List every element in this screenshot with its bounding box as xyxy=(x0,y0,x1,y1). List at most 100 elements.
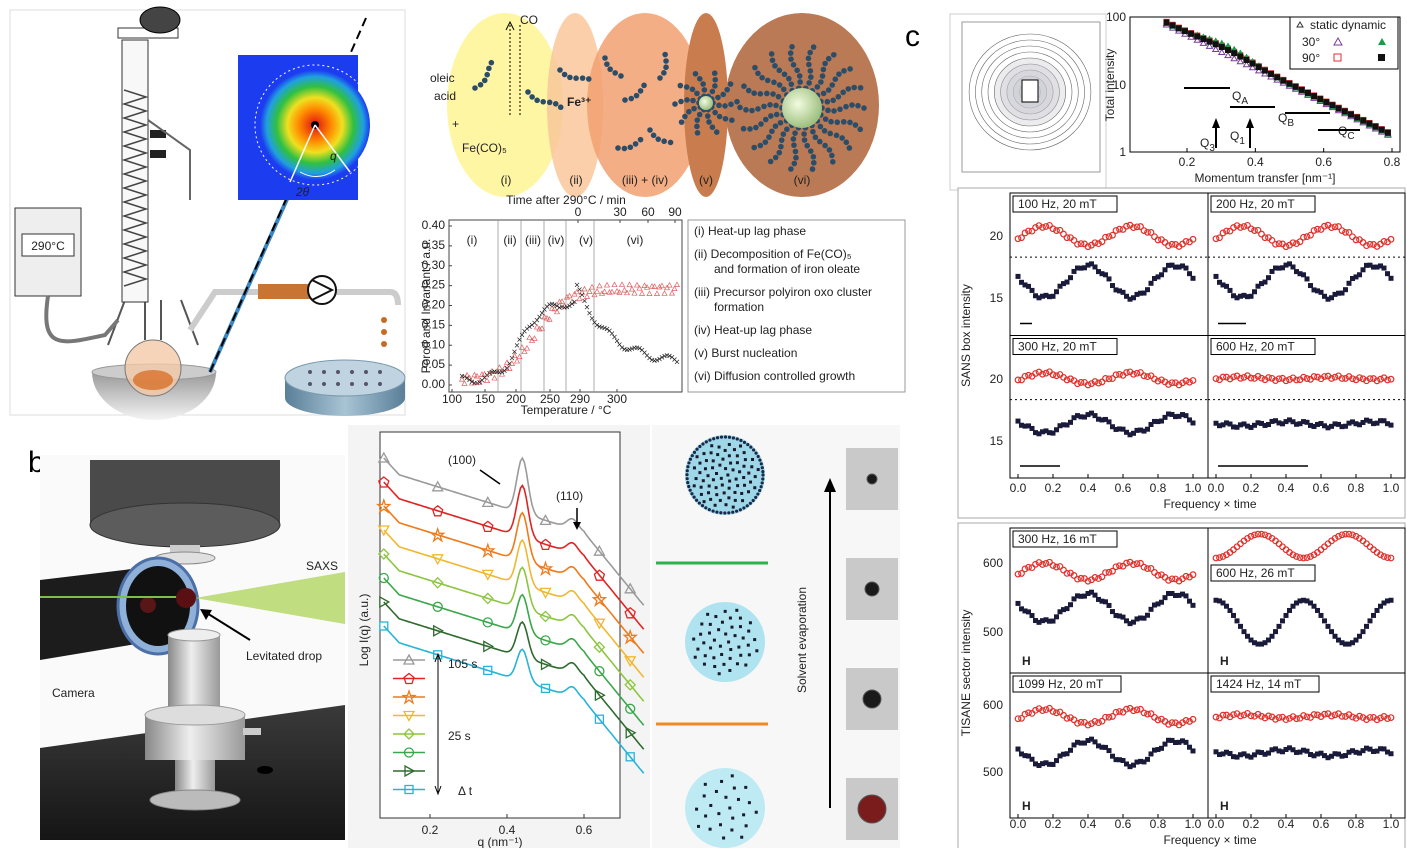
black-point xyxy=(1308,283,1313,289)
red-point xyxy=(1109,231,1116,239)
red-point xyxy=(1293,240,1300,248)
red-point xyxy=(1303,554,1311,562)
y-tick-label: 0.05 xyxy=(422,357,446,371)
black-point xyxy=(1071,596,1077,602)
transducer-rim xyxy=(89,502,281,548)
red-point xyxy=(1300,233,1307,241)
black-point xyxy=(1127,621,1133,627)
black-point xyxy=(1040,761,1045,767)
particle xyxy=(743,458,747,462)
red-point xyxy=(1168,379,1176,387)
invariant-point xyxy=(591,291,598,298)
particle xyxy=(720,620,724,624)
q-label-main: Q xyxy=(1232,89,1241,103)
black-point xyxy=(1124,429,1129,435)
oleate-chain xyxy=(817,123,824,130)
black-point xyxy=(1127,296,1133,302)
black-point xyxy=(1190,420,1196,426)
black-point xyxy=(1138,758,1143,764)
black-point xyxy=(1245,633,1250,639)
red-point xyxy=(1352,714,1360,722)
black-point xyxy=(1381,600,1387,606)
black-point xyxy=(1166,591,1171,597)
oleate-chain xyxy=(477,81,484,88)
black-point xyxy=(1290,264,1296,270)
oleate-chain xyxy=(811,159,817,166)
rim-particle xyxy=(711,509,715,513)
oleate-chain xyxy=(776,67,783,74)
intensity-point xyxy=(1205,42,1214,49)
y-axis-label: Log I(q) (a.u.) xyxy=(357,594,371,667)
red-point xyxy=(1384,554,1391,562)
oleate-chain xyxy=(633,92,640,99)
oleate-chain xyxy=(781,71,788,78)
panel-label: c xyxy=(905,20,920,53)
black-point xyxy=(1357,272,1362,278)
particle xyxy=(715,493,719,497)
oleate-chain xyxy=(552,101,559,107)
red-point xyxy=(1158,376,1165,384)
y-axis-label: SANS box intensity xyxy=(959,284,973,387)
particle xyxy=(727,454,731,458)
black-point xyxy=(1343,287,1348,293)
black-point xyxy=(1374,420,1380,426)
y-tick-label: 100 xyxy=(1106,10,1126,24)
oleate-chain xyxy=(607,66,613,73)
oleate-chain xyxy=(819,73,826,79)
red-point xyxy=(1387,554,1395,562)
black-point xyxy=(1085,262,1091,268)
intensity-point xyxy=(1261,67,1268,74)
particle xyxy=(724,503,728,507)
black-point xyxy=(1106,276,1112,282)
x-tick-label: 0.2 xyxy=(1179,155,1196,169)
time-arrowhead xyxy=(434,785,442,796)
curve-marker xyxy=(481,569,494,581)
oleate-chain xyxy=(852,122,859,128)
black-point xyxy=(1061,281,1066,287)
red-point xyxy=(1025,709,1032,717)
red-point xyxy=(1384,715,1391,722)
black-point xyxy=(1180,738,1185,744)
black-point xyxy=(1057,753,1063,759)
oleate-chain xyxy=(807,68,814,74)
black-point xyxy=(1099,598,1105,604)
black-point xyxy=(1113,757,1119,763)
porod-point xyxy=(524,326,530,331)
black-point xyxy=(1082,414,1087,420)
black-point xyxy=(1176,592,1182,598)
curve-marker xyxy=(540,683,551,694)
red-point xyxy=(1175,381,1183,389)
black-point xyxy=(1134,427,1140,433)
saxs-curve xyxy=(383,601,645,750)
black-point xyxy=(1064,279,1070,285)
x-tick-label: 0.2 xyxy=(1045,481,1062,495)
black-point xyxy=(1068,602,1073,608)
porod-point xyxy=(467,377,472,383)
red-point xyxy=(1165,720,1172,728)
particle xyxy=(732,448,736,452)
black-point xyxy=(1187,598,1192,604)
red-point xyxy=(1049,225,1057,233)
black-point xyxy=(1015,273,1021,279)
red-point xyxy=(1095,379,1102,387)
red-point xyxy=(1314,373,1321,381)
red-point xyxy=(1053,563,1060,571)
red-point xyxy=(1321,710,1328,718)
black-point xyxy=(1043,428,1049,434)
rim-particle xyxy=(760,481,764,485)
x-tick-label: 300 xyxy=(607,392,627,406)
oleate-chain xyxy=(831,108,837,114)
black-point xyxy=(1190,275,1196,281)
oleate-chain xyxy=(801,137,808,143)
porod-point xyxy=(614,338,620,344)
oleate-chain xyxy=(818,79,824,85)
oleate-chain xyxy=(737,104,743,111)
red-point xyxy=(1331,373,1339,381)
red-point xyxy=(1265,532,1272,540)
intensity-point xyxy=(1175,25,1182,32)
intensity-point xyxy=(1286,80,1293,87)
black-point xyxy=(1166,737,1171,743)
red-point xyxy=(1272,377,1279,385)
oleate-chain xyxy=(830,51,837,58)
black-point xyxy=(1350,419,1355,425)
